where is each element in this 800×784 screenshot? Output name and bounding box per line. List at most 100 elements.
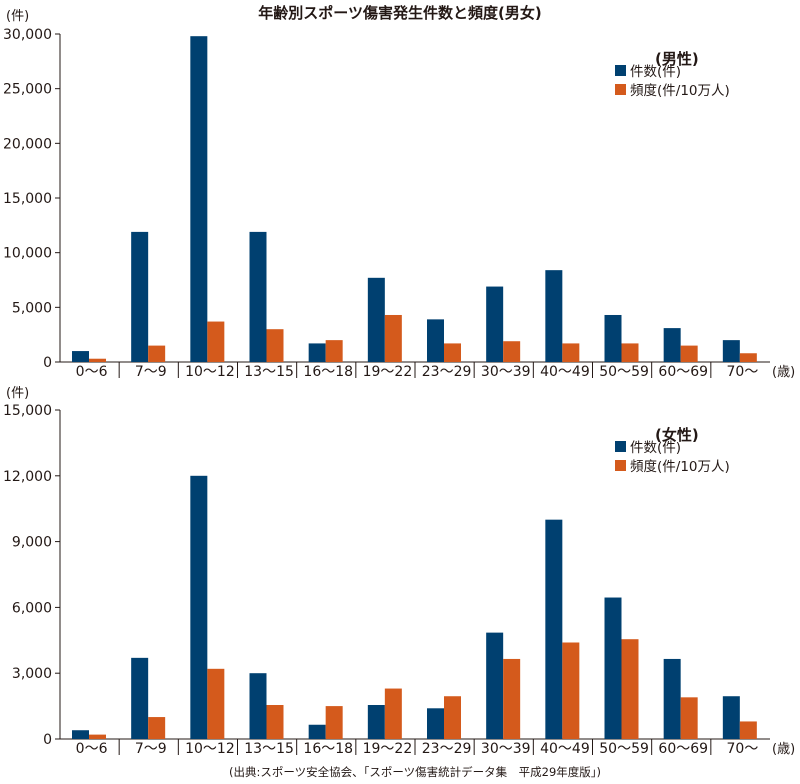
- freq-bar-50〜59: [621, 639, 639, 739]
- count-bar-19〜22: [367, 277, 385, 362]
- freq-bar-23〜29: [444, 696, 461, 739]
- freq-bar-50〜59: [621, 343, 639, 362]
- chart-male: 0 5,000 10,000 15,000 20,000 25,000 30,000 (件) 0…: [3, 9, 795, 380]
- y-tick-label: 25,000: [3, 82, 52, 98]
- x-tick-label: 0〜6: [76, 741, 108, 757]
- y-tick-label: 6,000: [12, 600, 52, 616]
- count-bar-7〜9: [131, 231, 149, 362]
- y-tick-label: 10,000: [3, 246, 52, 262]
- count-bar-40〜49: [545, 270, 563, 362]
- freq-bar-19〜22: [384, 314, 402, 362]
- x-tick-label: 0〜6: [76, 364, 108, 380]
- count-bar-60〜69: [663, 658, 681, 739]
- x-tick-label: 7〜9: [135, 741, 167, 757]
- chart-panels: 05,00010,00015,00020,00025,00030,000(件)0…: [3, 9, 795, 757]
- x-tick-label: 23〜29: [422, 741, 472, 757]
- count-bar-13〜15: [249, 231, 267, 362]
- count-bar-16〜18: [308, 724, 326, 739]
- x-tick-label: 70〜: [727, 364, 759, 380]
- count-bar-10〜12: [190, 475, 208, 739]
- count-bar-30〜39: [486, 632, 504, 739]
- y-unit-label: (件): [6, 9, 29, 24]
- count-bar-50〜59: [604, 314, 622, 362]
- count-bar-60〜69: [663, 328, 681, 362]
- y-tick-label: 9,000: [12, 535, 52, 551]
- count-bar-0〜6: [72, 730, 89, 739]
- y-tick-label: 0: [43, 355, 52, 371]
- x-tick-label: 10〜12: [185, 364, 235, 380]
- y-tick-label: 20,000: [3, 136, 52, 152]
- x-tick-label: 40〜49: [540, 364, 590, 380]
- x-unit-label: (歳): [772, 365, 795, 380]
- x-tick-label: 50〜59: [599, 741, 649, 757]
- freq-bar-30〜39: [503, 341, 521, 362]
- x-tick-label: 50〜59: [599, 364, 649, 380]
- count-bar-23〜29: [427, 319, 444, 362]
- x-tick-label: 13〜15: [244, 741, 294, 757]
- count-bar-16〜18: [308, 343, 326, 362]
- freq-bar-10〜12: [207, 321, 225, 362]
- chart-female: 0 3,000 6,000 9,000 12,000 15,000 (件) 0〜6 7〜9 10〜…: [3, 386, 795, 757]
- freq-bar-30〜39: [503, 658, 521, 739]
- legend-label-count: 件数(件): [630, 64, 681, 80]
- chart-title: 年齢別スポーツ傷害発生件数と頻度(男女): [258, 4, 541, 22]
- legend-swatch-freq: [615, 84, 626, 95]
- count-bar-19〜22: [367, 705, 385, 739]
- x-tick-label: 10〜12: [185, 741, 235, 757]
- legend-label-freq: 頻度(件/10万人): [630, 83, 730, 99]
- x-tick-label: 70〜: [727, 741, 759, 757]
- freq-bar-7〜9: [148, 345, 166, 362]
- x-tick-label: 30〜39: [481, 364, 531, 380]
- freq-bar-7〜9: [148, 717, 166, 739]
- x-tick-label: 60〜69: [658, 364, 708, 380]
- y-tick-label: 0: [43, 732, 52, 748]
- x-tick-label: 19〜22: [363, 741, 413, 757]
- count-bar-40〜49: [545, 519, 563, 739]
- x-tick-label: 40〜49: [540, 741, 590, 757]
- freq-bar-13〜15: [266, 329, 284, 362]
- legend-label-freq: 頻度(件/10万人): [630, 459, 730, 475]
- freq-bar-10〜12: [207, 668, 225, 739]
- freq-bar-0〜6: [89, 734, 106, 739]
- y-tick-label: 12,000: [3, 469, 52, 485]
- freq-bar-70〜: [739, 721, 757, 739]
- count-bar-50〜59: [604, 597, 622, 739]
- legend-swatch-count: [615, 441, 626, 452]
- y-tick-label: 15,000: [3, 403, 52, 419]
- x-unit-label: (歳): [772, 742, 795, 757]
- freq-bar-19〜22: [384, 688, 402, 739]
- freq-bar-70〜: [739, 353, 757, 362]
- freq-bar-16〜18: [325, 340, 343, 362]
- y-tick-label: 30,000: [3, 27, 52, 43]
- x-tick-label: 16〜18: [303, 741, 353, 757]
- x-tick-label: 7〜9: [135, 364, 167, 380]
- count-bar-13〜15: [249, 673, 267, 739]
- freq-bar-13〜15: [266, 705, 284, 739]
- count-bar-70〜: [722, 696, 740, 739]
- y-unit-label: (件): [6, 386, 29, 401]
- x-tick-label: 19〜22: [363, 364, 413, 380]
- count-bar-10〜12: [190, 36, 208, 362]
- count-bar-23〜29: [427, 708, 444, 739]
- freq-bar-40〜49: [562, 343, 580, 362]
- freq-bar-23〜29: [444, 343, 461, 362]
- source-note: (出典:スポーツ安全協会、「スポーツ傷害統計データ集 平成29年度版」): [229, 765, 601, 779]
- legend-label-count: 件数(件): [630, 440, 681, 456]
- count-bar-0〜6: [72, 351, 89, 362]
- legend-swatch-freq: [615, 460, 626, 471]
- count-bar-70〜: [722, 340, 740, 362]
- freq-bar-0〜6: [89, 358, 106, 362]
- y-tick-label: 15,000: [3, 191, 52, 207]
- legend-title: (男性): [655, 50, 699, 68]
- y-tick-label: 5,000: [12, 300, 52, 316]
- freq-bar-60〜69: [680, 345, 698, 362]
- x-tick-label: 16〜18: [303, 364, 353, 380]
- y-tick-label: 3,000: [12, 666, 52, 682]
- legend-swatch-count: [615, 65, 626, 76]
- count-bar-30〜39: [486, 286, 504, 362]
- x-tick-label: 23〜29: [422, 364, 472, 380]
- x-tick-label: 13〜15: [244, 364, 294, 380]
- count-bar-7〜9: [131, 657, 149, 739]
